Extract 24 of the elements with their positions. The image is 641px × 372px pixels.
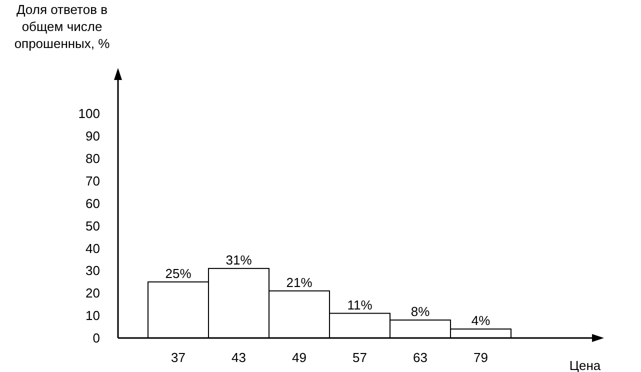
- y-tick-label: 70: [86, 174, 100, 189]
- y-tick-label: 80: [86, 151, 100, 166]
- x-tick-label: 79: [474, 350, 488, 365]
- x-tick-label: 37: [171, 350, 186, 365]
- y-tick-label: 20: [86, 286, 100, 301]
- x-tick-label: 49: [292, 350, 306, 365]
- y-tick-label: 0: [92, 330, 100, 346]
- data-label: 25%: [165, 266, 192, 281]
- y-tick-label: 40: [86, 240, 100, 256]
- data-label: 21%: [286, 274, 313, 290]
- data-label: 31%: [226, 252, 252, 268]
- y-tick-label: 90: [86, 128, 100, 144]
- x-tick-label: 63: [413, 350, 428, 365]
- data-label: 11%: [347, 297, 373, 312]
- y-tick-label: 50: [86, 218, 100, 234]
- y-tick-label: 60: [86, 196, 100, 211]
- data-label: 4%: [471, 313, 491, 328]
- y-tick-label: 10: [86, 308, 100, 324]
- x-tick-label: 43: [232, 350, 246, 365]
- x-tick-label: 57: [352, 350, 367, 365]
- data-label: 8%: [410, 304, 430, 320]
- y-axis-title: Доля ответов в общем числе опрошенных, %: [14, 2, 110, 51]
- y-tick-label: 100: [78, 106, 100, 122]
- y-tick-label: 30: [86, 263, 100, 278]
